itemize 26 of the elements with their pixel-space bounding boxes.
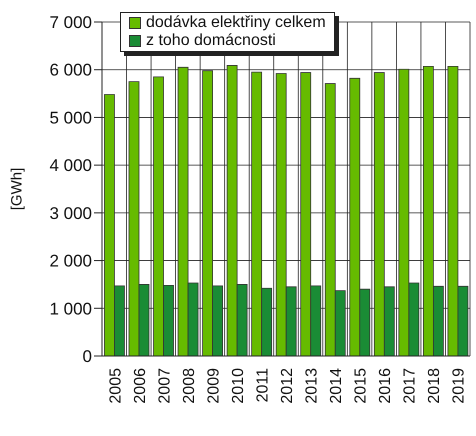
x-tick-label: 2015 <box>352 368 370 404</box>
y-tick-label: 0 <box>82 347 92 366</box>
y-tick-label: 1 000 <box>49 299 92 318</box>
x-tick-label: 2007 <box>156 368 174 404</box>
y-tick-label: 3 000 <box>49 204 92 223</box>
x-tick-label: 2014 <box>328 368 346 404</box>
legend-label: dodávka elektřiny celkem <box>146 14 326 32</box>
x-tick-label: 2005 <box>107 368 124 404</box>
x-tick-label: 2009 <box>205 368 222 404</box>
y-tick-label: 4 000 <box>49 156 92 176</box>
x-tick-label: 2017 <box>402 368 419 404</box>
y-tick-label: 7 000 <box>49 13 92 32</box>
y-tick-label: 5 000 <box>49 108 92 128</box>
x-tick-label: 2011 <box>254 368 272 402</box>
x-tick-label: 2010 <box>230 368 247 404</box>
legend-label: z toho domácnosti <box>146 32 276 50</box>
x-tick-label: 2008 <box>180 368 198 404</box>
y-axis-title: [GWh] <box>8 168 26 210</box>
x-tick-label: 2018 <box>426 368 444 404</box>
x-tick-label: 2016 <box>377 368 394 404</box>
y-tick-label: 2 000 <box>49 252 92 271</box>
x-tick-label: 2013 <box>304 368 321 404</box>
x-tick-label: 2006 <box>132 368 149 404</box>
y-tick-label: 6 000 <box>49 60 92 80</box>
x-tick-label: 2012 <box>279 368 296 404</box>
x-tick-label: 2019 <box>450 368 468 404</box>
